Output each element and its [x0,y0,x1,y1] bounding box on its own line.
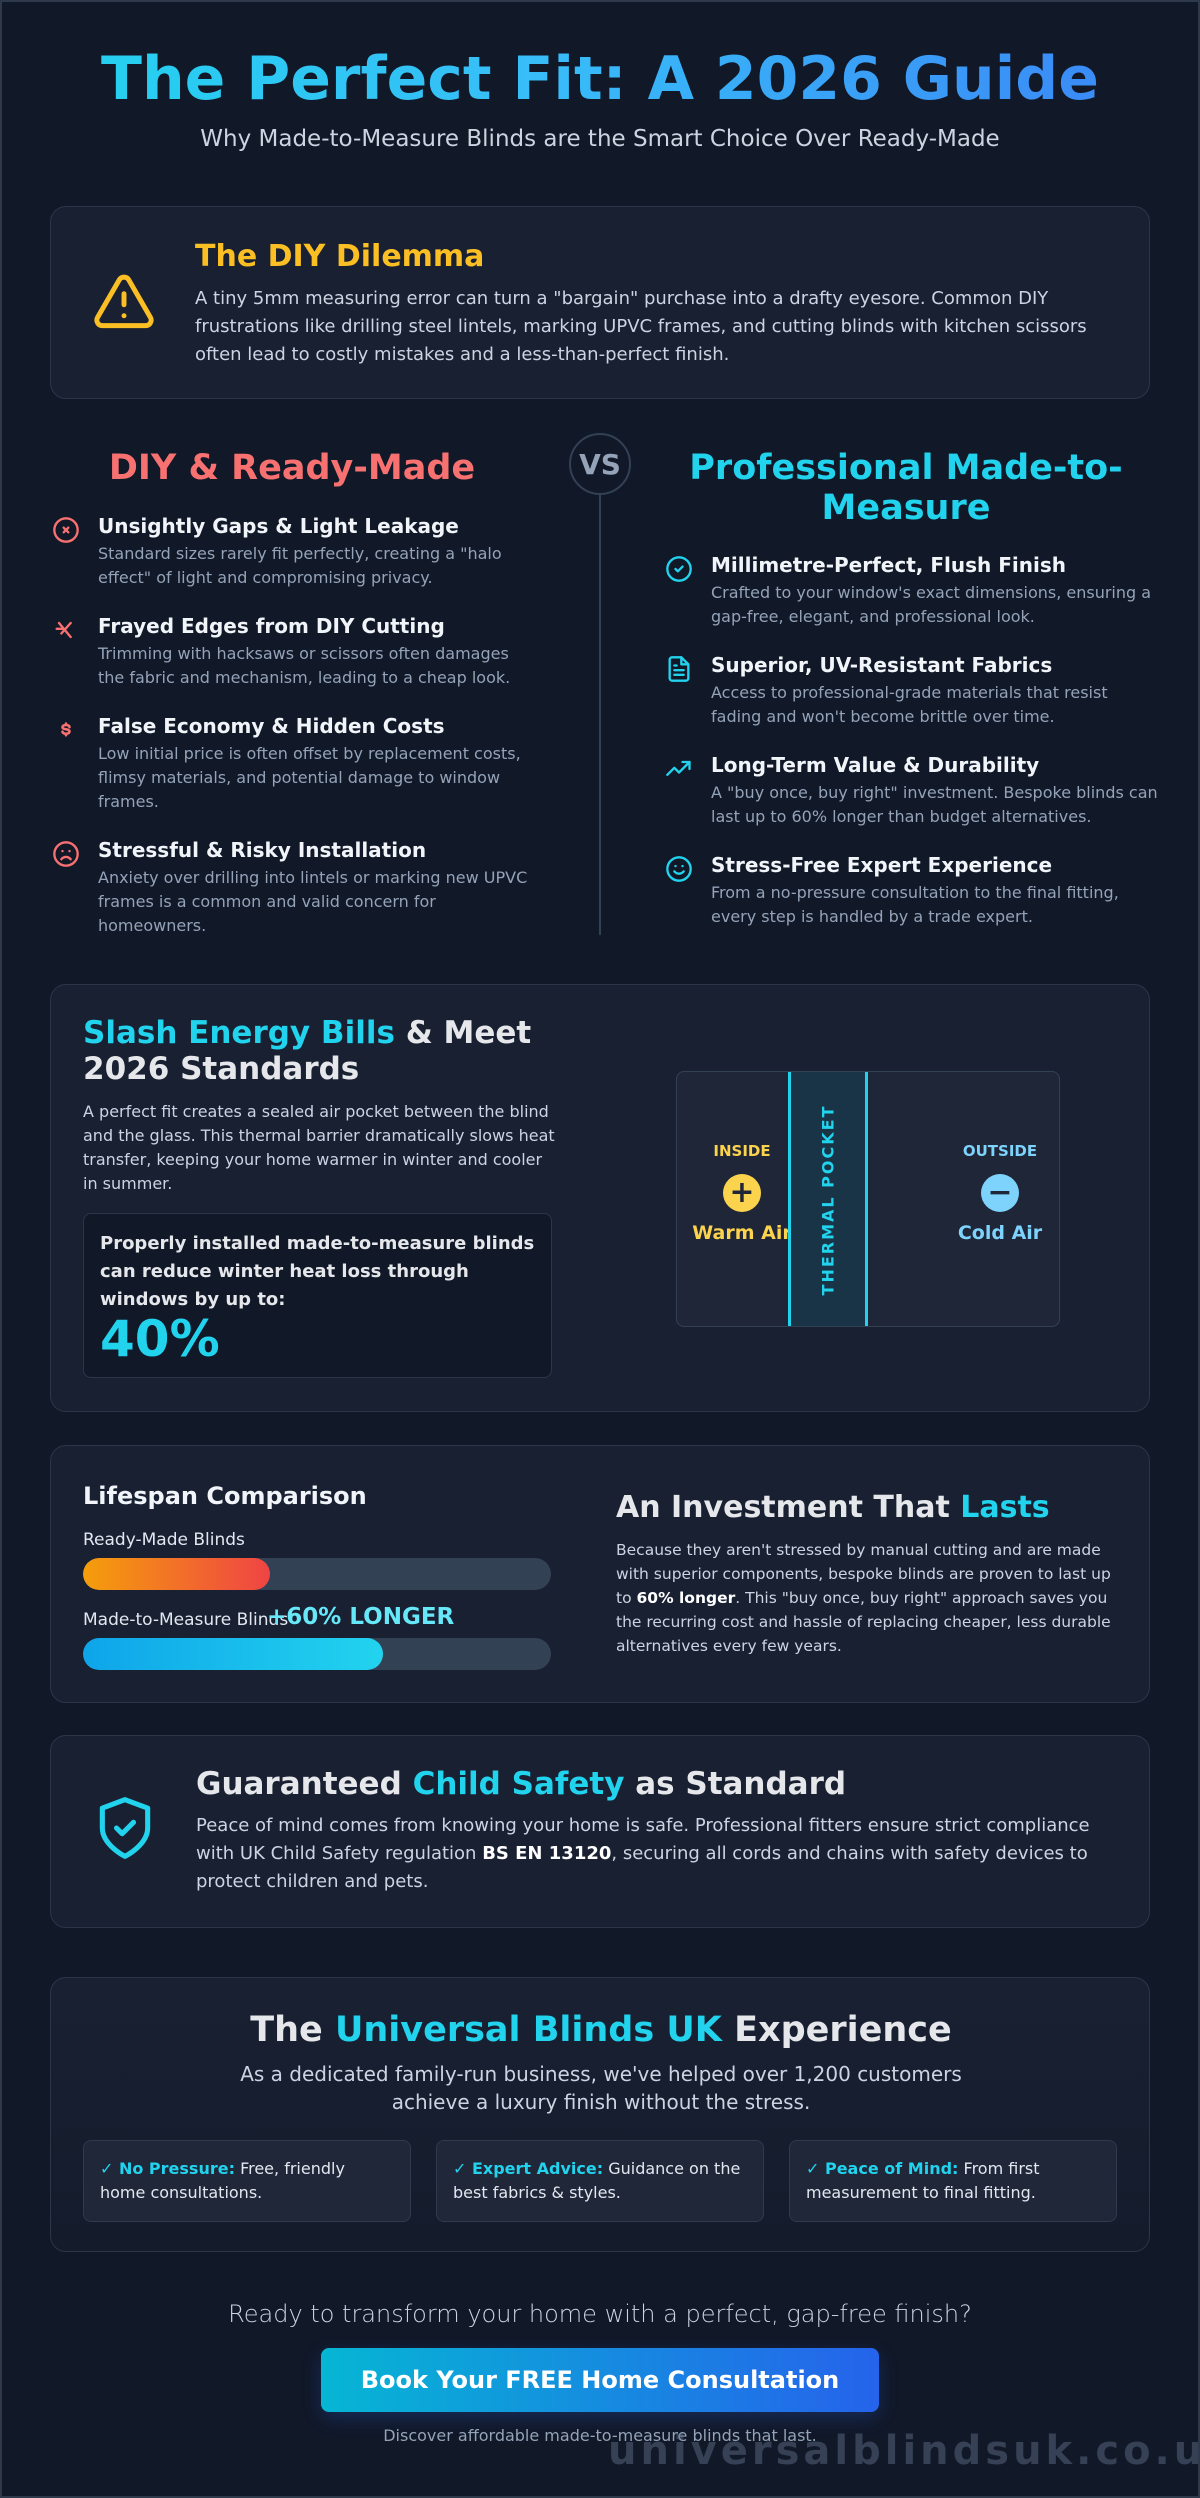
item-text: Crafted to your window's exact dimension… [711,583,1152,626]
cta-subtext: Discover affordable made-to-measure blin… [383,2426,817,2445]
safety-title: Guaranteed Child Safety as Standard [196,1766,846,1802]
item-title: Unsightly Gaps & Light Leakage [98,514,459,538]
experience-lead: As a dedicated family-run business, we'v… [240,2062,962,2114]
thermal-pocket-diagram: INSIDE + Warm Air THERMAL POCKET OUTSIDE… [676,1071,1060,1327]
document-icon [665,655,693,683]
feature-key: ✓ Expert Advice: [453,2159,604,2178]
inside-label: INSIDE [713,1142,771,1160]
feature-text: Free, friendly home consultations. [100,2159,345,2202]
item-text: From a no-pressure consultation to the f… [711,883,1119,926]
lifespan-title: Lifespan Comparison [83,1482,367,1510]
safety-text-part: , securing all cords and chains with saf… [196,1843,1088,1892]
thermal-pocket: THERMAL POCKET [788,1072,868,1326]
experience-title: The Universal Blinds UK Experience [51,2010,1151,2050]
lifespan-card: Lifespan Comparison Ready-Made Blinds Ma… [50,1445,1150,1703]
longer-badge: +60% LONGER [267,1604,455,1630]
item-title: Stress-Free Expert Experience [711,853,1053,877]
feature-text: From first measurement to final fitting. [806,2159,1040,2202]
brand-name: Universal Blinds UK [334,2010,722,2050]
warning-triangle-icon [89,269,159,335]
safety-title-highlight: Child Safety [412,1766,625,1802]
energy-description: A perfect fit creates a sealed air pocke… [83,1102,555,1193]
energy-card: Slash Energy Bills & Meet 2026 Standards… [50,984,1150,1412]
made-to-measure-bar-label: Made-to-Measure Blinds [83,1610,289,1630]
thermal-pocket-label: THERMAL POCKET [818,1104,838,1296]
item-text: A "buy once, buy right" investment. Besp… [711,783,1158,826]
diy-dilemma-card: The DIY Dilemma A tiny 5mm measuring err… [50,206,1150,399]
item-title: Long-Term Value & Durability [711,753,1040,777]
ready-made-bar [83,1558,551,1590]
diy-column-title: DIY & Ready-Made [108,448,476,488]
experience-title-part: The [250,2010,335,2050]
outside-label: OUTSIDE [962,1142,1038,1160]
dilemma-text: A tiny 5mm measuring error can turn a "b… [195,288,1087,365]
trending-up-icon [665,755,693,783]
investment-title-highlight: Lasts [960,1490,1050,1525]
experience-title-part: Experience [721,2010,952,2050]
investment-text-part: . This "buy once, buy right" approach sa… [616,1589,1111,1655]
item-title: Superior, UV-Resistant Fabrics [711,653,1053,677]
page-subtitle: Why Made-to-Measure Blinds are the Smart… [200,126,1000,152]
x-circle-icon [52,516,80,544]
investment-title: An Investment That Lasts [616,1490,1050,1525]
experience-card: The Universal Blinds UK Experience As a … [50,1977,1150,2252]
shield-check-icon [89,1794,161,1862]
feature-peace-of-mind: ✓ Peace of Mind: From first measurement … [789,2140,1117,2222]
cold-air-label: Cold Air [957,1222,1043,1244]
professional-column-title: Professional Made-to-Measure [689,448,1123,528]
cta-question: Ready to transform your home with a perf… [228,2300,972,2328]
regulation-code: BS EN 13120 [482,1843,612,1864]
ready-made-bar-label: Ready-Made Blinds [83,1530,245,1550]
feature-key: ✓ Peace of Mind: [806,2159,959,2178]
item-text: Standard sizes rarely fit perfectly, cre… [98,544,502,587]
safety-text-part: Peace of mind comes from knowing your ho… [196,1815,1090,1864]
stat-text: Properly installed made-to-measure blind… [100,1233,535,1310]
ready-made-bar-fill [83,1558,271,1590]
feature-text: Guidance on the best fabrics & styles. [453,2159,741,2202]
dilemma-title: The DIY Dilemma [195,239,485,274]
item-title: Millimetre-Perfect, Flush Finish [711,553,1066,577]
page-title: The Perfect Fit: A 2026 Guide [0,42,1200,116]
website-watermark: universalblindsuk.co.uk [608,2428,1200,2474]
feature-expert-advice: ✓ Expert Advice: Guidance on the best fa… [436,2140,764,2222]
item-title: Frayed Edges from DIY Cutting [98,614,445,638]
item-text: Access to professional-grade materials t… [711,683,1108,726]
inside-side: INSIDE + Warm Air [687,1142,797,1244]
frown-face-icon [52,840,80,868]
stat-value: 40% [100,1310,220,1368]
energy-title-highlight: Slash Energy Bills [83,1015,395,1051]
book-consultation-button[interactable]: Book Your FREE Home Consultation [321,2348,879,2412]
energy-title: Slash Energy Bills & Meet 2026 Standards [83,1015,563,1087]
made-to-measure-bar [83,1638,551,1670]
plus-icon: + [723,1174,761,1212]
investment-title-plain: An Investment That [616,1490,961,1525]
feature-key: ✓ No Pressure: [100,2159,235,2178]
investment-text-part: Because they aren't stressed by manual c… [616,1541,1111,1607]
check-circle-icon [665,555,693,583]
child-safety-card: Guaranteed Child Safety as Standard Peac… [50,1735,1150,1928]
made-to-measure-bar-fill [83,1638,383,1670]
dollar-icon [52,716,80,744]
vs-divider [599,495,601,935]
smile-face-icon [665,855,693,883]
item-text: Low initial price is often offset by rep… [98,744,521,811]
minus-icon: − [981,1174,1019,1212]
warm-air-label: Warm Air [692,1222,792,1244]
item-title: Stressful & Risky Installation [98,838,427,862]
item-title: False Economy & Hidden Costs [98,714,445,738]
safety-title-part: as Standard [624,1766,847,1802]
investment-text: Because they aren't stressed by manual c… [616,1538,1121,1658]
scissors-icon [52,616,80,644]
heat-loss-stat: Properly installed made-to-measure blind… [83,1213,552,1378]
safety-text: Peace of mind comes from knowing your ho… [196,1812,1126,1896]
item-text: Trimming with hacksaws or scissors often… [98,644,511,687]
item-text: Anxiety over drilling into lintels or ma… [98,868,528,935]
safety-title-part: Guaranteed [196,1766,413,1802]
energy-title-rest: & Meet 2026 Standards [83,1015,532,1087]
vs-badge: VS [569,433,631,495]
investment-text-bold: 60% longer [636,1589,736,1607]
outside-side: OUTSIDE − Cold Air [945,1142,1055,1244]
feature-no-pressure: ✓ No Pressure: Free, friendly home consu… [83,2140,411,2222]
